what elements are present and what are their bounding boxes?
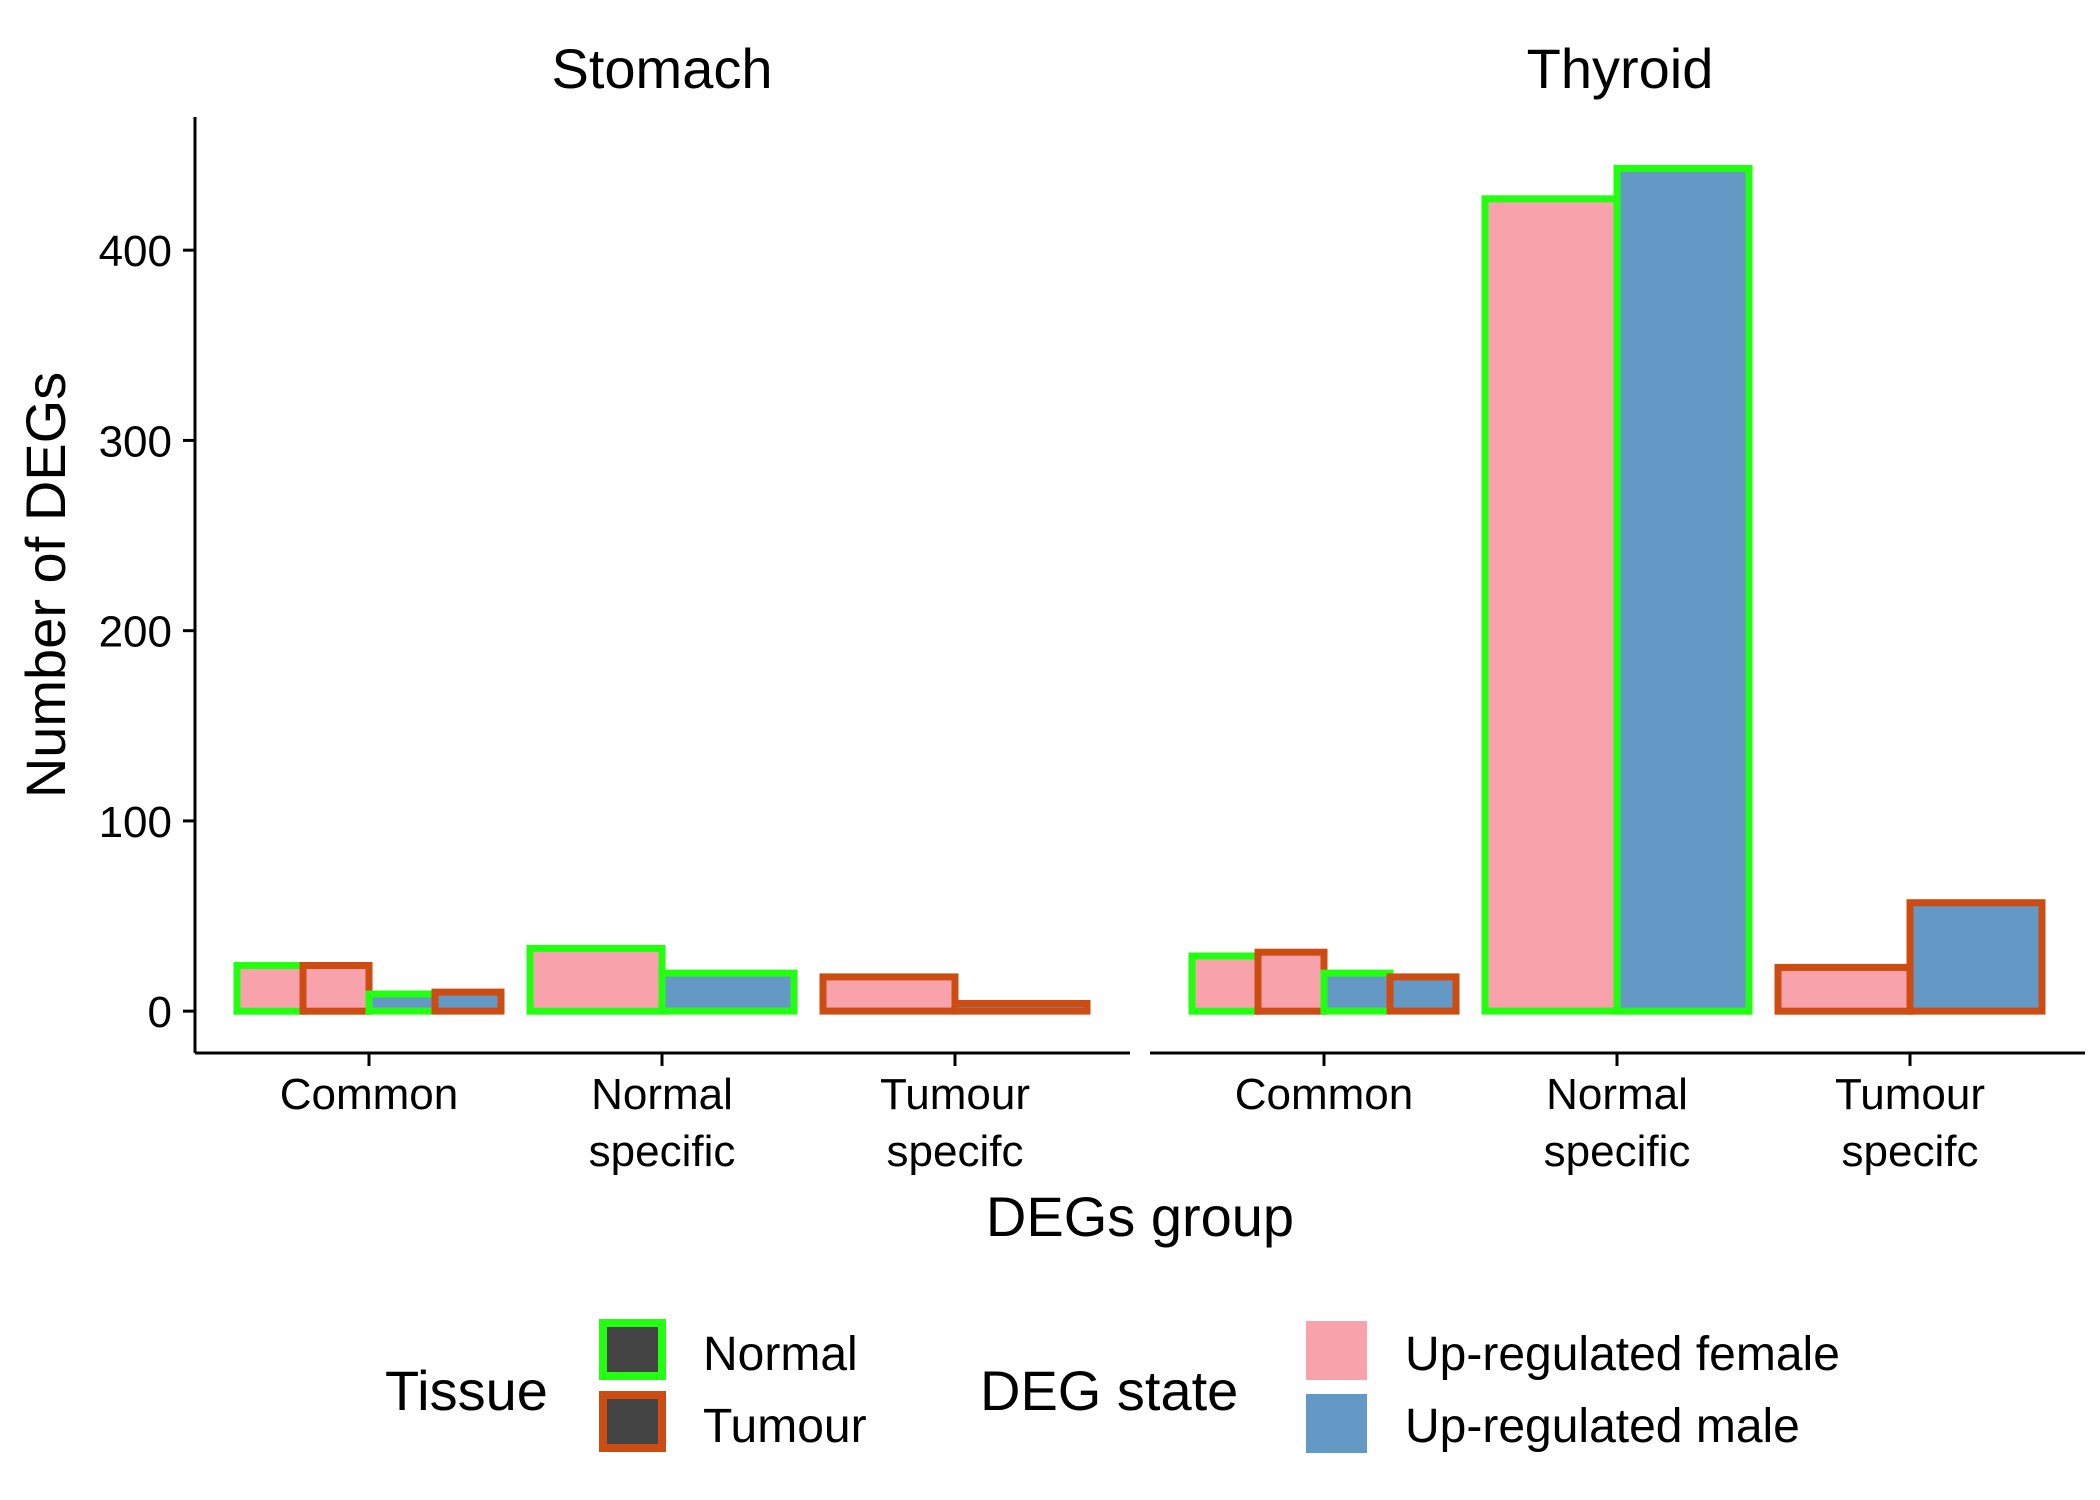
bar-thyroid-0-normal-female — [1188, 952, 1262, 1015]
x-tick-label-1-0-0: Common — [1235, 1070, 1414, 1119]
bar-stomach-2-tumour-female — [819, 973, 959, 1015]
legend-title-tissue: Tissue — [385, 1359, 548, 1422]
x-axis-title: DEGs group — [986, 1185, 1294, 1248]
x-tick-label-1-2-0: Tumour — [1835, 1070, 1985, 1119]
panel-title-stomach: Stomach — [552, 37, 773, 100]
x-tick-label-0-2-0: Tumour — [880, 1070, 1030, 1119]
bar-stomach-1-normal-male — [658, 969, 798, 1015]
legend-label-normal: Normal — [703, 1328, 858, 1381]
x-tick-label-1-1-0: Normal — [1546, 1070, 1688, 1119]
legend-key-tumour — [599, 1391, 666, 1452]
x-axis-ticks: Common Normal specific Tumour specifc Common N… — [280, 1053, 1985, 1176]
panel-title-thyroid: Thyroid — [1527, 37, 1714, 100]
bar-stomach-2-tumour-male — [951, 1000, 1091, 1015]
legend-key-female — [1306, 1321, 1367, 1380]
bar-thyroid-1-normal-male — [1613, 164, 1753, 1015]
y-axis-title: Number of DEGs — [14, 372, 77, 798]
legend-label-tumour: Tumour — [703, 1400, 867, 1453]
y-tick-label-300: 300 — [99, 417, 172, 466]
bar-stomach-0-normal-female — [233, 962, 307, 1015]
bar-stomach-0-tumour-female — [299, 962, 373, 1015]
y-axis-ticks: 0 100 200 300 400 — [99, 227, 195, 1037]
bar-thyroid-1-normal-female — [1481, 195, 1621, 1015]
y-tick-label-200: 200 — [99, 608, 172, 657]
x-tick-label-0-2-1: specifc — [887, 1127, 1024, 1176]
legend-label-female: Up-regulated female — [1405, 1328, 1840, 1381]
bar-thyroid-0-normal-male — [1320, 969, 1394, 1015]
bar-stomach-0-tumour-male — [431, 988, 505, 1015]
bar-stomach-1-normal-female — [526, 944, 666, 1015]
bar-thyroid-0-tumour-male — [1386, 973, 1460, 1015]
legend-label-male: Up-regulated male — [1405, 1400, 1800, 1453]
bar-thyroid-2-tumour-female — [1774, 963, 1914, 1015]
x-tick-label-1-1-1: specific — [1544, 1127, 1691, 1176]
y-tick-label-0: 0 — [148, 988, 172, 1037]
bar-stomach-0-normal-male — [365, 990, 439, 1015]
x-tick-label-0-1-1: specific — [589, 1127, 736, 1176]
legend-key-male — [1306, 1394, 1367, 1453]
y-tick-label-100: 100 — [99, 798, 172, 847]
x-tick-label-0-1-0: Normal — [591, 1070, 733, 1119]
x-tick-label-1-2-1: specifc — [1842, 1127, 1979, 1176]
bar-thyroid-0-tumour-female — [1254, 948, 1328, 1015]
bar-thyroid-2-tumour-male — [1906, 899, 2046, 1015]
y-tick-label-400: 400 — [99, 227, 172, 276]
x-tick-label-0-0-0: Common — [280, 1070, 459, 1119]
legend-title-deg-state: DEG state — [980, 1359, 1238, 1422]
bars-layer — [233, 164, 2046, 1015]
legend-key-normal — [599, 1319, 666, 1380]
